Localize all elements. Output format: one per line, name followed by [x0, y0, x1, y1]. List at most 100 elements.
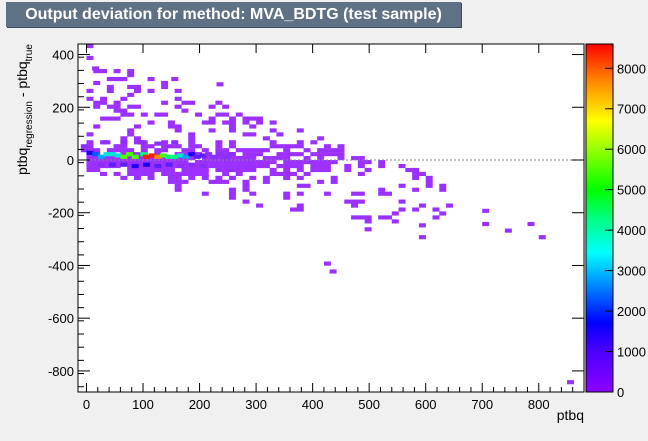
heatmap-bin: [161, 84, 169, 90]
heatmap-bin: [330, 152, 338, 157]
heatmap-bin: [337, 152, 345, 157]
heatmap-bin: [357, 171, 365, 177]
x-axis-label: ptbq: [557, 407, 584, 423]
colorbar-tick-label: 7000: [617, 102, 646, 117]
heatmap-bin: [425, 179, 433, 184]
heatmap-bin: [127, 160, 135, 165]
heatmap-bin: [296, 144, 304, 149]
heatmap-bin: [412, 167, 420, 173]
heatmap-bin: [161, 100, 169, 105]
heatmap-bin: [208, 116, 216, 121]
heatmap-bin: [176, 153, 184, 158]
heatmap-bin: [283, 160, 291, 165]
heatmap-bin: [208, 160, 216, 165]
heatmap-bin: [176, 163, 184, 169]
heatmap-bin: [188, 167, 196, 173]
colorbar-frame: [585, 43, 614, 393]
heatmap-bin: [147, 76, 155, 82]
heatmap-bin: [215, 112, 223, 117]
heatmap-bin: [439, 211, 447, 216]
heatmap-bin: [201, 175, 209, 180]
heatmap-bin: [317, 167, 325, 173]
heatmap-bin: [174, 171, 182, 177]
heatmap-bin: [131, 163, 139, 169]
heatmap-bin: [256, 203, 264, 208]
heatmap-bin: [188, 136, 196, 141]
heatmap-bin: [249, 160, 257, 165]
heatmap-bin: [228, 191, 236, 196]
heatmap-bin: [303, 156, 311, 161]
heatmap-bin: [290, 171, 297, 177]
heatmap-bin: [80, 148, 88, 153]
y-tick-label: -800: [48, 364, 74, 379]
heatmap-bin: [86, 55, 94, 61]
heatmap-bin: [235, 156, 243, 161]
heatmap-bin: [269, 167, 277, 173]
heatmap-bin: [432, 207, 440, 212]
heatmap-bin: [276, 163, 284, 169]
heatmap-bin: [181, 163, 189, 169]
heatmap-bin: [147, 167, 155, 173]
heatmap-bin: [195, 163, 203, 169]
heatmap-bin: [143, 162, 151, 167]
y-tick-label: 0: [67, 153, 74, 168]
heatmap-bin: [93, 100, 101, 105]
heatmap-bin: [262, 163, 270, 169]
heatmap-bin: [283, 163, 291, 169]
heatmap-bin: [228, 187, 236, 192]
heatmap-bin: [296, 207, 304, 212]
heatmap-bin: [201, 160, 209, 165]
heatmap-bin: [113, 69, 121, 74]
heatmap-bin: [188, 156, 196, 161]
heatmap-bin: [120, 148, 128, 153]
heatmap-bin: [412, 187, 420, 192]
heatmap-bin: [256, 148, 264, 153]
heatmap-bin: [193, 154, 201, 159]
heatmap-bin: [228, 175, 236, 180]
heatmap-bin: [133, 136, 141, 141]
heatmap-bin: [351, 203, 359, 208]
heatmap-bin: [120, 112, 128, 117]
heatmap-bin: [147, 144, 155, 149]
heatmap-bin: [113, 160, 121, 165]
heatmap-bin: [161, 140, 169, 145]
heatmap-bin: [215, 140, 223, 145]
heatmap-bin: [137, 140, 145, 145]
heatmap-bin: [439, 187, 447, 192]
heatmap-bin: [290, 163, 297, 169]
heatmap-bin: [222, 112, 230, 117]
heatmap-bin: [131, 154, 139, 159]
heatmap-bin: [133, 167, 141, 173]
heatmap-bin: [92, 152, 100, 157]
heatmap-bin: [310, 167, 318, 173]
heatmap-bin: [195, 152, 203, 157]
heatmap-bin: [283, 156, 291, 161]
heatmap-bin: [378, 215, 386, 220]
heatmap-bin: [127, 104, 135, 109]
x-tick-label: 200: [189, 397, 211, 412]
heatmap-bin: [216, 82, 224, 87]
heatmap-bin: [208, 128, 216, 133]
y-tick-label: -400: [48, 258, 74, 273]
heatmap-bin: [235, 160, 243, 165]
x-tick-label: 300: [245, 397, 267, 412]
heatmap-bin: [222, 179, 230, 184]
heatmap-bin: [154, 112, 162, 117]
heatmap-bin: [398, 207, 406, 212]
heatmap-bin: [100, 69, 108, 74]
heatmap-bin: [127, 148, 135, 153]
heatmap-bin: [228, 120, 236, 125]
heatmap-bin: [120, 175, 128, 180]
heatmap-bin: [242, 187, 250, 192]
heatmap-bin: [317, 160, 325, 165]
heatmap-bin: [378, 191, 386, 196]
heatmap-bin: [100, 160, 108, 165]
heatmap-bin: [113, 108, 121, 113]
heatmap-bin: [174, 175, 182, 180]
heatmap-bin: [167, 160, 175, 165]
heatmap-bin: [222, 171, 230, 177]
colorbar-tick-label: 8000: [617, 61, 646, 76]
plot-frame: [77, 43, 585, 393]
heatmap-bin: [276, 132, 284, 137]
heatmap-bin: [249, 156, 257, 161]
